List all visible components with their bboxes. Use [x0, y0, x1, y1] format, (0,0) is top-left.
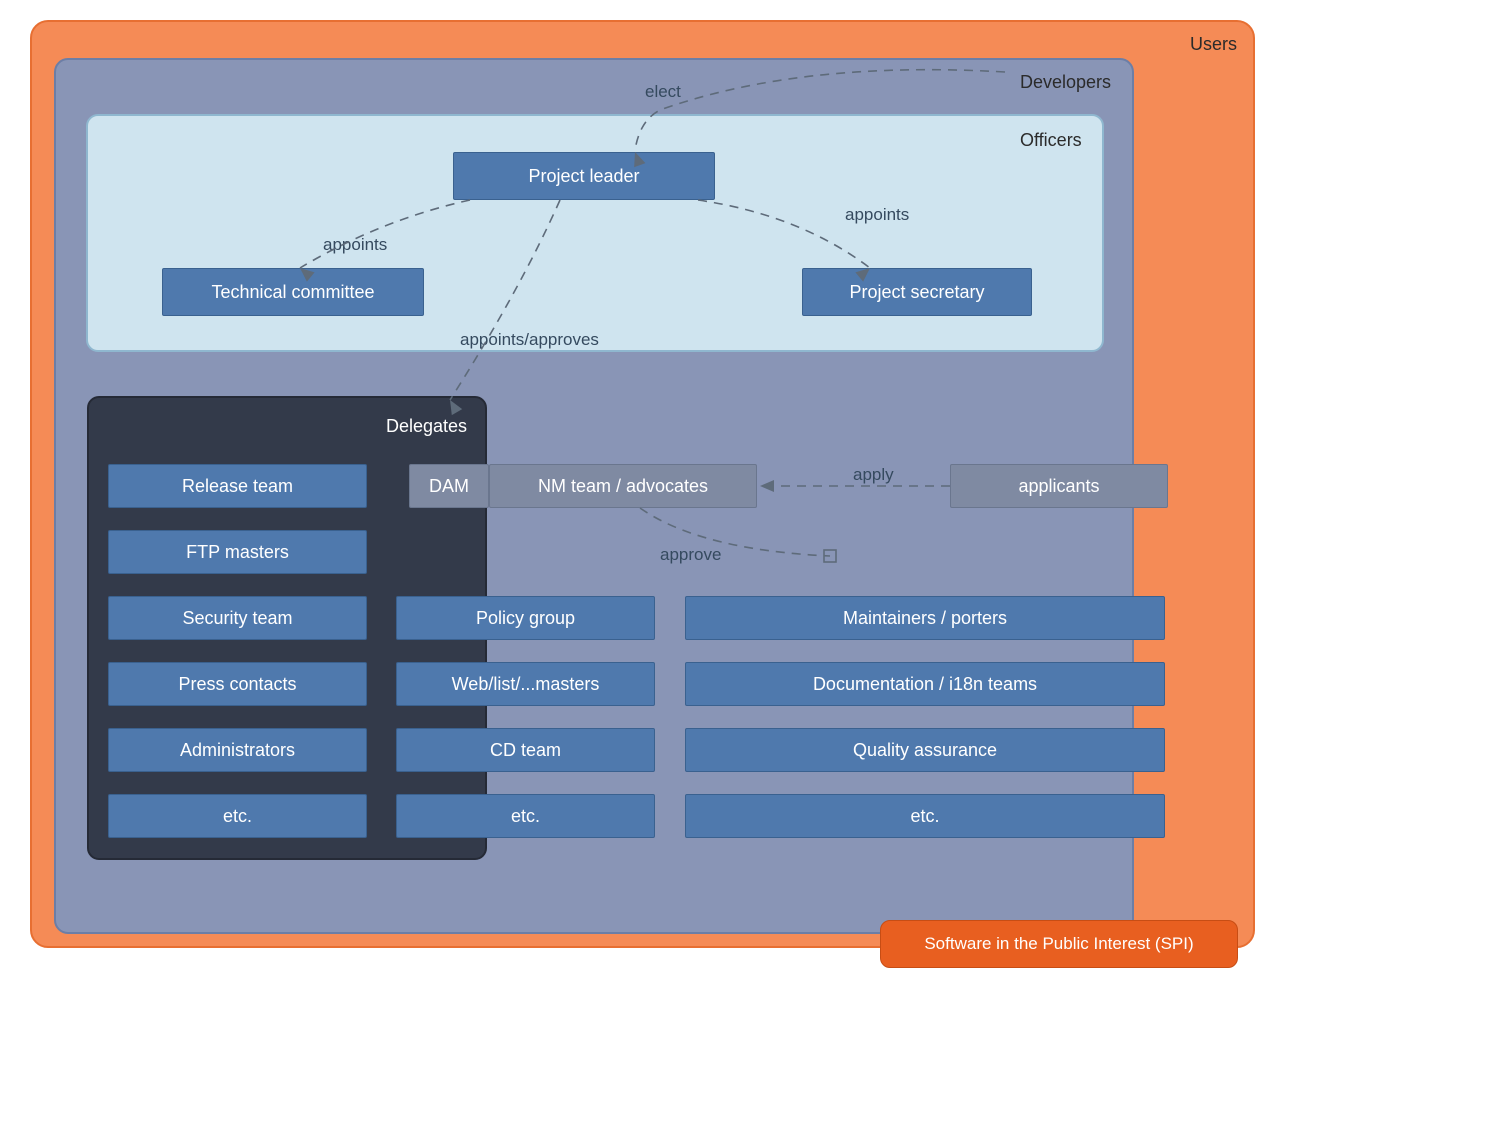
technical-committee-node: Technical committee: [162, 268, 424, 316]
etc1-node: etc.: [108, 794, 367, 838]
release-team-node: Release team: [108, 464, 367, 508]
applicants-node: applicants: [950, 464, 1168, 508]
ftp-masters-node: FTP masters: [108, 530, 367, 574]
qa-node: Quality assurance: [685, 728, 1165, 772]
edge-label-appoints-approves: appoints/approves: [460, 330, 599, 350]
press-contacts-node: Press contacts: [108, 662, 367, 706]
etc2-node: etc.: [396, 794, 655, 838]
edge-label-elect: elect: [645, 82, 681, 102]
web-masters-node: Web/list/...masters: [396, 662, 655, 706]
nm-team-node: NM team / advocates: [489, 464, 757, 508]
administrators-node: Administrators: [108, 728, 367, 772]
security-team-node: Security team: [108, 596, 367, 640]
spi-node: Software in the Public Interest (SPI): [880, 920, 1238, 968]
officers-container: [86, 114, 1104, 352]
cd-team-node: CD team: [396, 728, 655, 772]
officers-label: Officers: [1020, 130, 1082, 151]
edge-label-appoints-tc: appoints: [323, 235, 387, 255]
maintainers-node: Maintainers / porters: [685, 596, 1165, 640]
project-secretary-node: Project secretary: [802, 268, 1032, 316]
edge-label-appoints-ps: appoints: [845, 205, 909, 225]
policy-group-node: Policy group: [396, 596, 655, 640]
delegates-label: Delegates: [386, 416, 467, 437]
project-leader-node: Project leader: [453, 152, 715, 200]
edge-label-approve: approve: [660, 545, 721, 565]
documentation-node: Documentation / i18n teams: [685, 662, 1165, 706]
etc3-node: etc.: [685, 794, 1165, 838]
edge-label-apply: apply: [853, 465, 894, 485]
developers-label: Developers: [1020, 72, 1111, 93]
users-label: Users: [1190, 34, 1237, 55]
dam-node: DAM: [409, 464, 489, 508]
